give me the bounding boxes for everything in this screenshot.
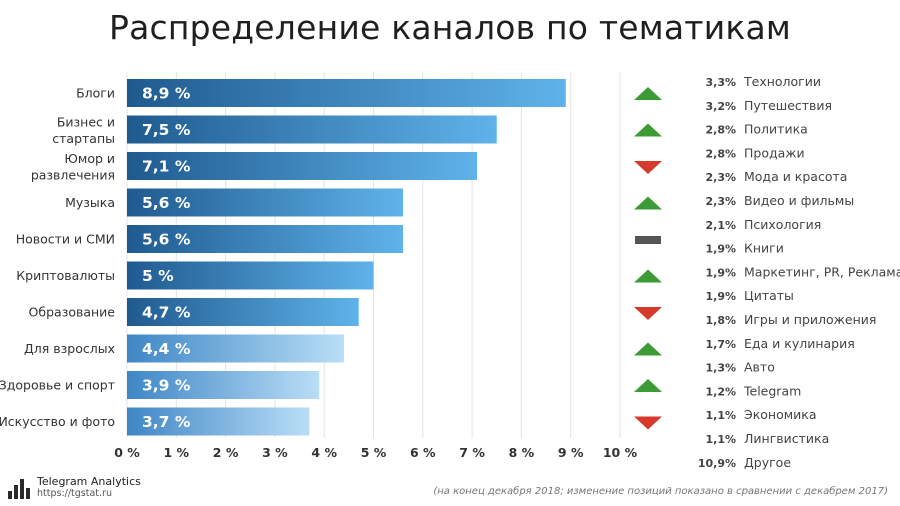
bars: 8,9 % 7,5 % 7,1 % 5,6 % 5,6 % 5 % 4,7 % 4,4 % 3,… xyxy=(127,79,566,436)
category-label: Образование xyxy=(29,305,116,320)
topic-name: Маркетинг, PR, Реклама xyxy=(744,264,900,279)
data-label: 5 % xyxy=(142,267,174,285)
topic-name: Книги xyxy=(744,241,784,256)
x-tick-label: 6 % xyxy=(410,445,436,460)
category-label: Блоги xyxy=(76,86,115,101)
data-label: 3,7 % xyxy=(142,413,191,431)
topic-name: Технологии xyxy=(743,74,821,89)
category-label: Музыка xyxy=(65,195,115,210)
bar xyxy=(127,188,404,217)
topic-name: Другое xyxy=(744,455,791,470)
topic-percent: 2,8% xyxy=(705,124,736,137)
brand-name: Telegram Analytics xyxy=(37,475,141,488)
topic-name: Видео и фильмы xyxy=(744,193,854,208)
topic-percent: 1,9% xyxy=(705,243,736,256)
category-label: Искусство и фото xyxy=(0,414,115,429)
topic-percent: 3,2% xyxy=(705,100,736,113)
category-label: стартапы xyxy=(52,131,115,146)
topic-name: Цитаты xyxy=(744,288,794,303)
data-label: 3,9 % xyxy=(142,377,191,395)
x-tick-label: 5 % xyxy=(361,445,387,460)
x-tick-label: 7 % xyxy=(459,445,485,460)
category-label: Криптовалюты xyxy=(16,268,115,283)
x-tick-label: 1 % xyxy=(164,445,190,460)
no-change-icon xyxy=(635,236,661,244)
bar xyxy=(127,261,374,290)
other-topics-list: 3,3% Технологии 3,2% Путешествия 2,8% Политик… xyxy=(698,74,900,470)
bar xyxy=(127,407,310,436)
x-tick-label: 9 % xyxy=(558,445,584,460)
data-label: 4,4 % xyxy=(142,340,191,358)
category-label: Бизнес и xyxy=(57,115,115,130)
x-tick-label: 0 % xyxy=(114,445,140,460)
topic-percent: 2,8% xyxy=(705,147,736,160)
arrow-down-icon xyxy=(634,307,662,320)
topic-percent: 1,1% xyxy=(705,409,736,422)
arrow-up-icon xyxy=(634,342,662,356)
topic-percent: 2,3% xyxy=(705,195,736,208)
arrow-down-icon xyxy=(634,161,662,174)
topic-percent: 1,8% xyxy=(705,314,736,327)
topic-name: Мода и красота xyxy=(744,169,847,184)
data-label: 7,1 % xyxy=(142,158,191,176)
data-label: 5,6 % xyxy=(142,194,191,212)
topic-percent: 10,9% xyxy=(698,457,736,470)
x-tick-label: 3 % xyxy=(262,445,288,460)
x-tick-label: 4 % xyxy=(311,445,337,460)
bar xyxy=(127,115,497,144)
topic-percent: 1,9% xyxy=(705,266,736,279)
page-title: Распределение каналов по тематикам xyxy=(108,8,791,47)
x-tick-label: 8 % xyxy=(509,445,535,460)
topic-name: Еда и кулинария xyxy=(744,336,855,351)
arrow-up-icon xyxy=(634,196,662,210)
topic-name: Экономика xyxy=(744,407,817,422)
data-label: 7,5 % xyxy=(142,121,191,139)
bar xyxy=(127,334,344,363)
arrow-up-icon xyxy=(634,123,662,137)
category-label: Юмор и xyxy=(64,151,115,166)
bar xyxy=(127,152,478,180)
data-label: 5,6 % xyxy=(142,231,191,249)
category-label: Для взрослых xyxy=(24,341,115,356)
bar-chart-logo-icon xyxy=(8,479,32,499)
topic-name: Лингвистика xyxy=(744,431,829,446)
arrow-down-icon xyxy=(634,416,662,430)
topic-name: Игры и приложения xyxy=(744,312,876,327)
topic-percent: 1,2% xyxy=(705,385,736,398)
topic-percent: 1,9% xyxy=(705,290,736,303)
x-tick-label: 10 % xyxy=(603,445,638,460)
category-label: Новости и СМИ xyxy=(16,232,115,247)
topic-percent: 1,7% xyxy=(705,338,736,351)
topic-name: Авто xyxy=(744,360,775,375)
change-markers xyxy=(634,87,662,430)
data-label: 8,9 % xyxy=(142,85,191,103)
topic-percent: 1,3% xyxy=(705,362,736,375)
topic-percent: 1,1% xyxy=(705,433,736,446)
brand-url: https://tgstat.ru xyxy=(37,488,112,499)
category-label: Здоровье и спорт xyxy=(0,378,115,393)
topic-name: Telegram xyxy=(743,383,801,398)
bar xyxy=(127,79,566,107)
category-label: развлечения xyxy=(31,168,115,183)
x-tick-label: 2 % xyxy=(213,445,239,460)
topic-name: Продажи xyxy=(744,145,805,160)
bar xyxy=(127,371,320,399)
topic-percent: 2,3% xyxy=(705,171,736,184)
topic-name: Психология xyxy=(744,217,821,232)
topic-name: Путешествия xyxy=(744,98,832,113)
arrow-up-icon xyxy=(634,87,662,100)
arrow-up-icon xyxy=(634,379,662,392)
topic-name: Политика xyxy=(744,122,808,137)
topic-percent: 3,3% xyxy=(705,76,736,89)
data-label: 4,7 % xyxy=(142,304,191,322)
x-axis-ticks: 0 % 1 % 2 % 3 % 4 % 5 % 6 % 7 % 8 % 9 % 10 % xyxy=(114,445,637,460)
footnote: (на конец декабря 2018; изменение позици… xyxy=(433,486,888,497)
arrow-up-icon xyxy=(634,269,662,283)
topic-percent: 2,1% xyxy=(705,219,736,232)
bar xyxy=(127,225,404,253)
bar xyxy=(127,298,359,326)
